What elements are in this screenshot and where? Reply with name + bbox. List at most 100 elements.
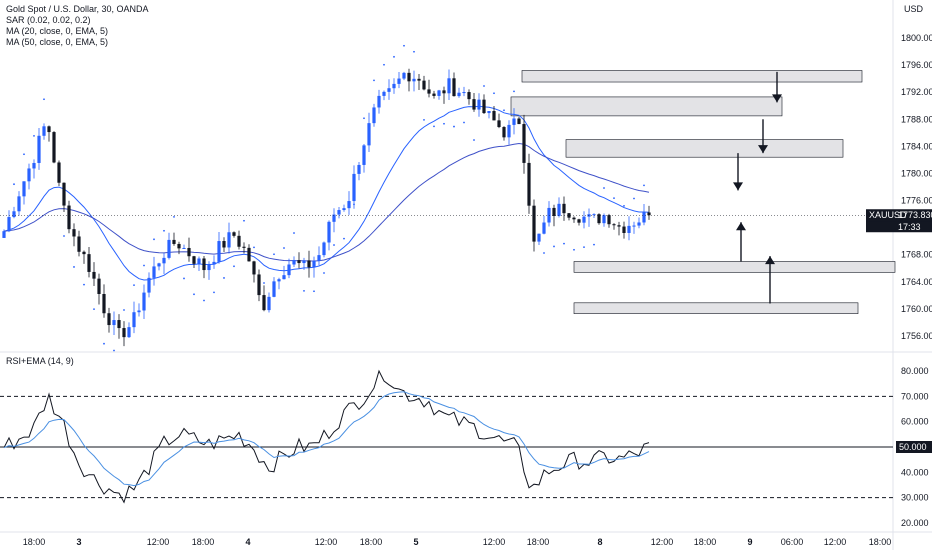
candle-body [157,263,161,267]
symbol-title[interactable]: Gold Spot / U.S. Dollar, 30, OANDA [6,4,149,14]
ma50-indicator-label[interactable]: MA (50, close, 0, EMA, 5) [6,37,109,47]
sar-dot [583,246,585,249]
candle-body [132,312,136,328]
arrow-up-icon [765,256,775,265]
sar-dot [513,90,515,93]
candle-body [457,92,461,97]
sar-dot [153,238,155,241]
candle-body [27,168,31,182]
annotation-zone[interactable] [510,96,783,117]
arrow-up-icon [736,222,746,231]
sar-dot [93,308,95,311]
rsi-tick-label: 80.000 [901,366,929,376]
time-tick-label: 4 [245,537,250,547]
candle-body [482,99,486,114]
sar-dot [503,109,505,112]
rsi-indicator-label[interactable]: RSI+EMA (14, 9) [6,356,74,366]
candle-body [67,205,71,230]
candle-body [397,78,401,84]
price-tick-label: 1768.000 [901,250,932,260]
time-tick-label: 8 [597,537,602,547]
rsi-legend[interactable]: RSI+EMA (14, 9) [6,356,74,367]
candle-body [517,118,521,125]
time-tick-label: 12:00 [483,537,506,547]
candle-body [207,264,211,271]
sar-dot [263,282,265,284]
candle-body [342,208,346,211]
candle-body [522,124,526,163]
candle-body [127,327,131,338]
sar-dot [73,266,75,268]
candle-body [287,264,291,276]
rsi-level-tag: 50.000 [896,441,932,453]
sar-dot [543,252,545,254]
candle-body [557,203,561,216]
sar-dot [623,204,625,207]
annotation-zone[interactable] [573,261,896,273]
sar-dot [13,183,15,186]
candle-body [292,260,296,265]
annotation-zone[interactable] [573,302,859,314]
candle-body [477,99,481,110]
sar-dot [483,85,485,87]
ma20-indicator-label[interactable]: MA (20, close, 0, EMA, 5) [6,26,109,36]
candle-body [447,78,451,94]
candle-body [162,257,166,264]
time-tick-label: 06:00 [781,537,804,547]
sar-dot [473,139,475,141]
candle-body [347,201,351,209]
sar-dot [193,293,195,296]
price-panel[interactable] [0,0,893,350]
sar-dot [453,125,455,128]
price-tick-label: 1784.000 [901,141,932,151]
price-tick-label: 1756.000 [901,331,932,341]
sar-dot [343,237,345,240]
sar-dot [603,187,605,189]
price-tick-label: 1764.000 [901,277,932,287]
ma50-line [3,142,650,262]
annotation-zone[interactable] [565,139,844,158]
sar-dot [463,121,465,124]
sar-dot [273,253,275,256]
candle-body [32,162,36,169]
candle-body [47,126,51,133]
countdown-timer: 17:33 [898,222,921,232]
arrow-down-icon [733,182,743,191]
sar-dot [333,244,335,246]
candle-body [112,320,116,326]
ma20-line [3,105,650,281]
candle-body [372,107,376,124]
annotation-zone[interactable] [521,70,863,83]
candle-body [422,80,426,90]
candle-body [622,226,626,233]
candle-body [437,90,441,96]
sar-dot [33,134,35,137]
candle-body [272,281,276,297]
sar-dot [173,215,175,218]
candle-body [582,216,586,223]
sar-indicator-label[interactable]: SAR (0.02, 0.02, 0.2) [6,15,91,25]
candle-body [497,120,501,128]
sar-dot [643,184,645,187]
sar-dot [443,122,445,125]
sar-dot [243,219,245,222]
rsi-tick-label: 20.000 [901,518,929,528]
sar-dot [83,283,85,286]
candle-body [167,239,171,258]
sar-dot [183,277,185,280]
candle-body [12,211,16,218]
candle-body [567,213,571,218]
sar-dot [303,289,305,292]
candle-body [592,214,596,216]
candle-body [627,225,631,233]
candle-body [62,182,66,206]
candle-body [427,89,431,94]
sar-dot [393,55,395,58]
sar-dot [613,197,615,200]
time-tick-label: 18:00 [192,537,215,547]
candle-body [377,95,381,108]
price-tick-label: 1796.000 [901,60,932,70]
candle-body [307,260,311,268]
candle-body [562,203,566,214]
